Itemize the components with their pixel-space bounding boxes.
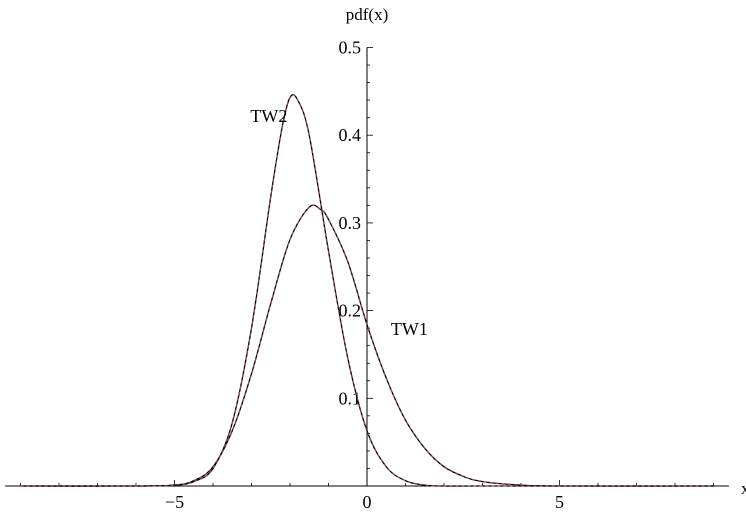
- annotation-tw2: TW2: [250, 106, 287, 126]
- x-tick-label: 5: [555, 492, 564, 512]
- x-tick-label: −5: [165, 492, 184, 512]
- x-axis-label: x: [741, 479, 746, 498]
- series-overlay-tw2: [20, 94, 714, 487]
- y-tick-label: 0.5: [339, 38, 362, 58]
- y-tick-label: 0.4: [339, 125, 362, 145]
- y-tick-label: 0.2: [339, 301, 362, 321]
- y-tick-label: 0.3: [339, 213, 362, 233]
- x-tick-label: 0: [363, 492, 372, 512]
- annotation-tw1: TW1: [391, 319, 428, 339]
- y-axis-label: pdf(x): [346, 5, 388, 24]
- series-overlay-tw1: [20, 204, 714, 487]
